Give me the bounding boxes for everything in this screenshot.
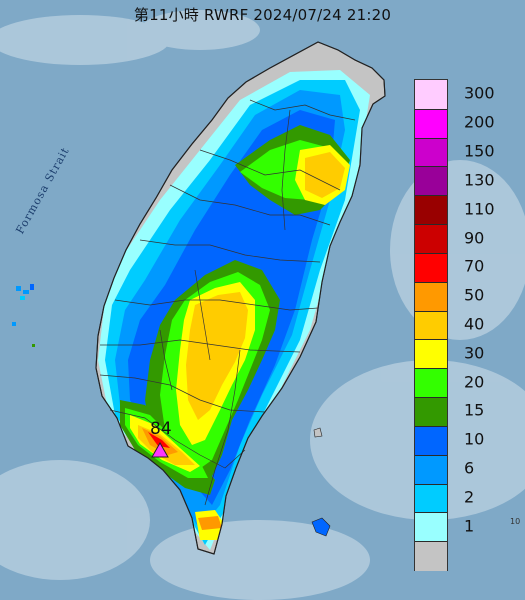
- legend-swatch: [415, 252, 447, 283]
- legend-label: 20: [464, 372, 485, 392]
- corner-text: 10: [510, 517, 521, 526]
- legend-swatch: [415, 425, 447, 456]
- legend-swatch: [415, 368, 447, 399]
- legend-label: 15: [464, 400, 485, 420]
- legend-swatch: [415, 541, 447, 571]
- legend-label: 300: [464, 83, 495, 103]
- legend-swatch: [415, 483, 447, 514]
- legend-label: 200: [464, 112, 495, 132]
- legend-swatch: [415, 397, 447, 427]
- offshore-islands: [12, 284, 331, 537]
- legend-label: 1: [464, 516, 475, 536]
- legend-swatch: [415, 108, 447, 139]
- rainfall-legend: [414, 79, 448, 571]
- legend-swatch: [415, 166, 447, 197]
- legend-label: 10: [464, 429, 485, 449]
- legend-swatch: [415, 454, 447, 485]
- legend-swatch: [415, 310, 447, 341]
- legend-label: 50: [464, 285, 485, 305]
- legend-label: 90: [464, 228, 485, 248]
- map-title: 第11小時 RWRF 2024/07/24 21:20: [133, 6, 392, 24]
- legend-swatch: [415, 80, 447, 109]
- legend-swatch: [415, 281, 447, 312]
- legend-label: 30: [464, 343, 485, 363]
- legend-swatch: [415, 339, 447, 370]
- legend-label: 130: [464, 170, 495, 190]
- legend-swatch: [415, 195, 447, 226]
- legend-label: 2: [464, 487, 475, 507]
- legend-swatch: [415, 512, 447, 543]
- peak-triangle-icon: [151, 442, 169, 458]
- legend-label: 150: [464, 141, 495, 161]
- legend-label: 110: [464, 199, 495, 219]
- legend-label: 6: [464, 458, 475, 478]
- legend-label: 40: [464, 314, 485, 334]
- peak-value-label: 84: [150, 419, 172, 439]
- legend-swatch: [415, 137, 447, 168]
- legend-label: 70: [464, 256, 485, 276]
- legend-swatch: [415, 224, 447, 254]
